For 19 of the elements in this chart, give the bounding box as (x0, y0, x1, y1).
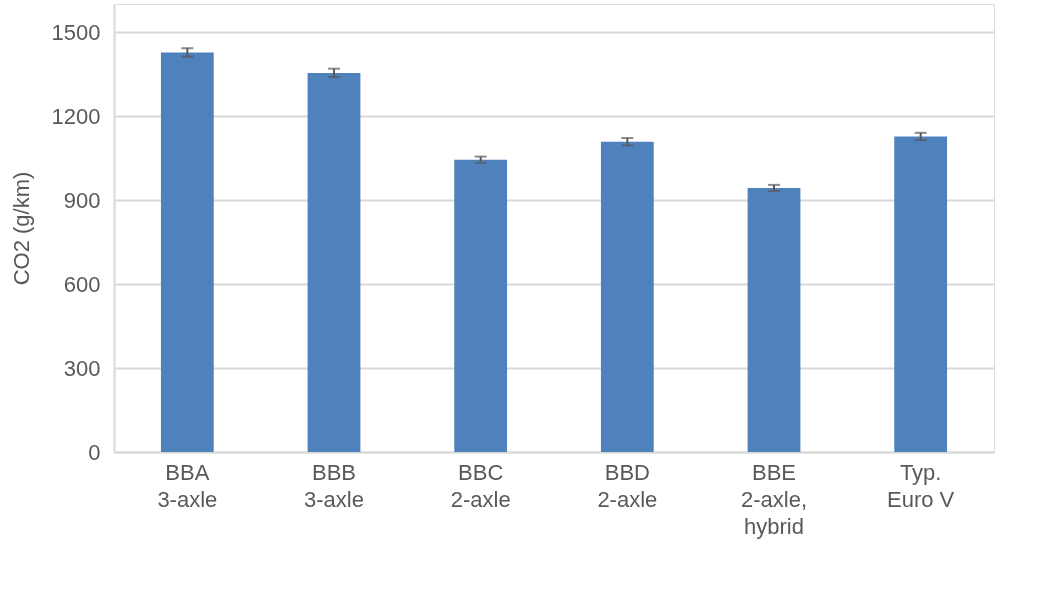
x-tick-label: BBC 2-axle (450, 459, 511, 512)
y-axis-title: CO2 (g/km) (8, 171, 34, 286)
y-tick-label: 0 (88, 439, 101, 465)
bar (894, 136, 948, 452)
bar (747, 187, 801, 452)
y-tick-label: 1200 (51, 103, 101, 129)
x-tick-label: Typ. Euro V (887, 459, 955, 512)
x-tick-label: BBA 3-axle (157, 459, 218, 512)
x-tick-label: BBE 2-axle, hybrid (740, 459, 808, 539)
y-tick-label: 1500 (51, 19, 101, 45)
y-tick-label: 600 (63, 271, 101, 297)
bar (160, 52, 214, 452)
x-tick-label: BBB 3-axle (304, 459, 364, 512)
bar (307, 72, 361, 452)
y-tick-label: 300 (63, 355, 101, 381)
bar (454, 159, 508, 452)
y-tick-label: 900 (63, 187, 101, 213)
bar (600, 141, 654, 452)
x-tick-label: BBD 2-axle (597, 459, 658, 512)
